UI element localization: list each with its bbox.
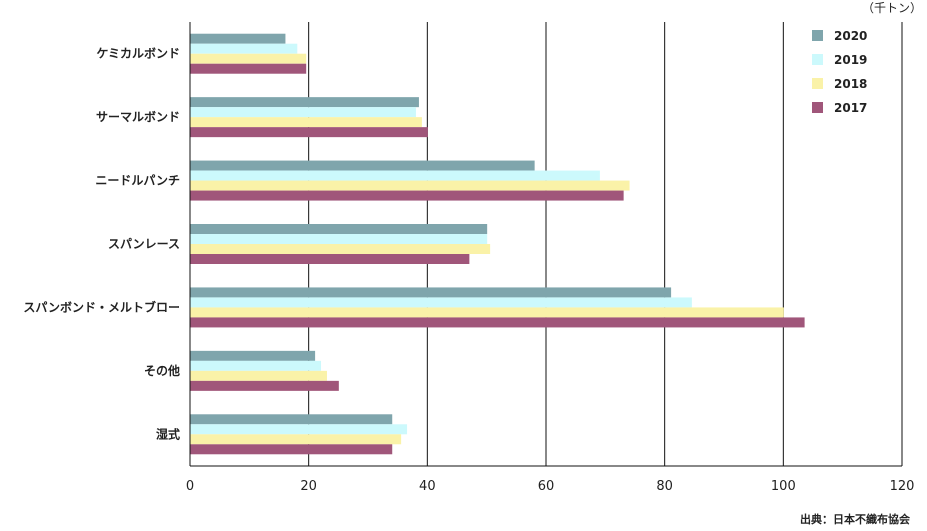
x-tick-label: 100 bbox=[771, 479, 796, 494]
bar-2018 bbox=[190, 117, 422, 128]
legend-swatch-2017 bbox=[812, 102, 823, 113]
bar-2019 bbox=[190, 360, 322, 371]
legend-swatch-2018 bbox=[812, 78, 823, 89]
bar-2020 bbox=[190, 287, 672, 298]
bar-layer bbox=[190, 33, 805, 455]
axis-layer: 0 20 40 60 80 100 120 bbox=[186, 22, 915, 494]
legend-swatch-2020 bbox=[812, 30, 823, 41]
category-label: ニードルパンチ bbox=[95, 174, 180, 188]
category-label: 湿式 bbox=[156, 426, 180, 441]
legend-swatch-2019 bbox=[812, 54, 823, 65]
bar-2019 bbox=[190, 107, 416, 118]
bar-2020 bbox=[190, 160, 535, 171]
x-tick-label: 120 bbox=[890, 479, 915, 494]
bar-2018 bbox=[190, 370, 327, 381]
category-labels: ケミカルボンドサーマルボンドニードルパンチスパンレーススパンボンド・メルトブロー… bbox=[23, 46, 180, 442]
bar-2017 bbox=[190, 127, 428, 138]
bar-2017 bbox=[190, 380, 339, 391]
bar-2017 bbox=[190, 190, 624, 201]
x-tick-label: 40 bbox=[419, 479, 436, 494]
bar-2017 bbox=[190, 63, 307, 74]
source-label: 出典：日本不織布協会 bbox=[800, 512, 911, 526]
bar-2020 bbox=[190, 33, 286, 44]
bar-2018 bbox=[190, 53, 307, 64]
bar-2019 bbox=[190, 170, 600, 181]
legend-label-2019: 2019 bbox=[834, 53, 867, 67]
bar-2017 bbox=[190, 317, 805, 328]
bar-2019 bbox=[190, 297, 692, 308]
bar-2020 bbox=[190, 350, 316, 361]
unit-label: （千トン） bbox=[862, 1, 922, 15]
bar-2018 bbox=[190, 244, 491, 254]
category-label: その他 bbox=[144, 363, 180, 378]
x-tick-label: 80 bbox=[656, 479, 673, 494]
bar-2020 bbox=[190, 97, 419, 108]
bar-2018 bbox=[190, 307, 784, 318]
bar-2018 bbox=[190, 180, 630, 191]
category-label: スパンレース bbox=[108, 237, 180, 251]
x-tick-label: 60 bbox=[538, 479, 555, 494]
bar-2018 bbox=[190, 434, 402, 445]
legend-label-2020: 2020 bbox=[834, 29, 867, 43]
legend: 2020 2019 2018 2017 bbox=[812, 29, 867, 115]
category-label: サーマルボンド bbox=[96, 109, 180, 124]
grid-layer bbox=[308, 22, 903, 466]
category-label: ケミカルボンド bbox=[96, 46, 180, 61]
x-tick-label: 20 bbox=[300, 479, 317, 494]
category-label: スパンボンド・メルトブロー bbox=[23, 299, 180, 314]
bar-2020 bbox=[190, 224, 488, 234]
bar-2017 bbox=[190, 254, 470, 264]
bar-2019 bbox=[190, 234, 488, 244]
x-tick-label: 0 bbox=[186, 479, 194, 494]
bar-2017 bbox=[190, 444, 393, 455]
bar-2019 bbox=[190, 43, 298, 54]
bar-2019 bbox=[190, 424, 408, 435]
legend-label-2018: 2018 bbox=[834, 77, 867, 91]
legend-label-2017: 2017 bbox=[834, 101, 867, 115]
bar-2020 bbox=[190, 414, 393, 425]
